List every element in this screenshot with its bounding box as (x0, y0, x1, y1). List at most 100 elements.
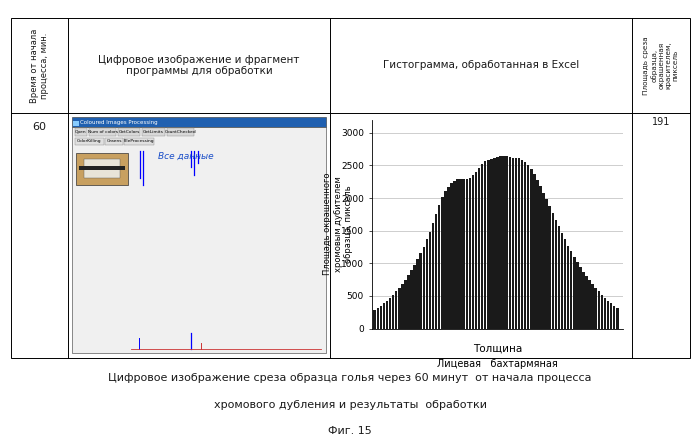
Bar (426, 240, 428, 329)
Text: FileProcessing: FileProcessing (124, 139, 154, 143)
Bar (514, 158, 517, 329)
Bar (582, 272, 584, 329)
Bar (594, 288, 597, 329)
Bar (573, 257, 575, 329)
Text: 60: 60 (32, 122, 46, 132)
Bar (548, 206, 551, 329)
Bar (475, 172, 477, 329)
Text: ColorKilling: ColorKilling (77, 139, 102, 143)
Text: 191: 191 (652, 118, 670, 127)
Bar (373, 310, 376, 329)
Bar (478, 168, 480, 329)
Bar (441, 197, 444, 329)
Text: Время от начала
процесса, мин.: Время от начала процесса, мин. (29, 28, 49, 103)
Bar (428, 232, 431, 329)
Bar (472, 175, 474, 329)
Bar (459, 179, 462, 329)
Bar (521, 160, 524, 329)
Text: Толщина: Толщина (473, 343, 522, 353)
Bar (585, 276, 588, 329)
Bar (392, 295, 394, 329)
Bar (601, 295, 603, 329)
Bar (524, 162, 526, 329)
Text: Цифровое изображение и фрагмент
программы для обработки: Цифровое изображение и фрагмент программ… (98, 55, 300, 76)
Bar (552, 213, 554, 329)
Text: GetLimits: GetLimits (144, 130, 164, 134)
Bar (530, 169, 533, 329)
Bar (71, 127, 326, 353)
Text: Площадь среза
образца,
окрашенная
красителем,
пиксель: Площадь среза образца, окрашенная красит… (643, 36, 678, 95)
Bar (167, 128, 193, 136)
Bar (481, 164, 484, 329)
Bar (466, 179, 468, 329)
Bar (419, 253, 422, 329)
Text: Цифровое изображение среза образца голья через 60 минут  от начала процесса: Цифровое изображение среза образца голья… (108, 373, 592, 383)
Bar (118, 128, 140, 136)
Bar (508, 157, 511, 329)
Bar (567, 245, 569, 329)
Bar (379, 306, 382, 329)
Bar (494, 158, 496, 329)
Bar (499, 156, 502, 329)
Bar (484, 161, 486, 329)
Bar (438, 205, 440, 329)
Bar (404, 280, 407, 329)
Bar (579, 267, 582, 329)
Text: Все данные: Все данные (158, 152, 214, 160)
Bar (10, 18, 690, 358)
Bar (105, 138, 122, 145)
Text: Num of colors: Num of colors (88, 130, 118, 134)
Bar (454, 181, 456, 329)
Bar (564, 240, 566, 329)
Bar (84, 160, 120, 178)
Text: Open: Open (75, 130, 87, 134)
Bar (414, 265, 416, 329)
Bar (576, 262, 579, 329)
Bar (607, 301, 609, 329)
Bar (558, 226, 560, 329)
Y-axis label: Площадь окрашенного
хромовым дубителем
образца, пиксель: Площадь окрашенного хромовым дубителем о… (323, 173, 353, 275)
Bar (561, 233, 564, 329)
Text: Coloured Images Processing: Coloured Images Processing (80, 120, 158, 125)
Bar (545, 199, 548, 329)
Bar (603, 298, 606, 329)
Text: CountChecked: CountChecked (164, 130, 196, 134)
Bar (616, 308, 619, 329)
Bar (423, 247, 425, 329)
Bar (124, 138, 153, 145)
Bar (447, 187, 449, 329)
Bar (539, 186, 542, 329)
Bar (142, 128, 164, 136)
Bar (554, 219, 557, 329)
Bar (542, 193, 545, 329)
Text: хромового дубления и результаты  обработки: хромового дубления и результаты обработк… (214, 400, 486, 409)
Bar (389, 298, 391, 329)
Bar (456, 179, 459, 329)
Bar (527, 165, 529, 329)
Bar (589, 280, 591, 329)
Bar (490, 159, 493, 329)
Bar (89, 128, 116, 136)
Bar (450, 183, 453, 329)
Bar (79, 166, 125, 170)
Bar (496, 157, 499, 329)
Bar (407, 275, 410, 329)
Bar (533, 174, 536, 329)
Bar (487, 160, 489, 329)
Bar (610, 304, 612, 329)
Bar (395, 291, 398, 329)
Bar (74, 138, 104, 145)
Bar (435, 214, 438, 329)
Bar (383, 304, 385, 329)
Bar (401, 284, 404, 329)
Bar (432, 223, 434, 329)
Text: Фиг. 15: Фиг. 15 (328, 426, 372, 436)
Bar (71, 118, 326, 127)
Text: Лицевая   бахтармяная: Лицевая бахтармяная (437, 359, 558, 369)
Bar (74, 128, 87, 136)
Bar (518, 158, 520, 329)
Bar (468, 178, 471, 329)
Bar (512, 157, 514, 329)
Bar (444, 191, 447, 329)
Bar (377, 308, 379, 329)
